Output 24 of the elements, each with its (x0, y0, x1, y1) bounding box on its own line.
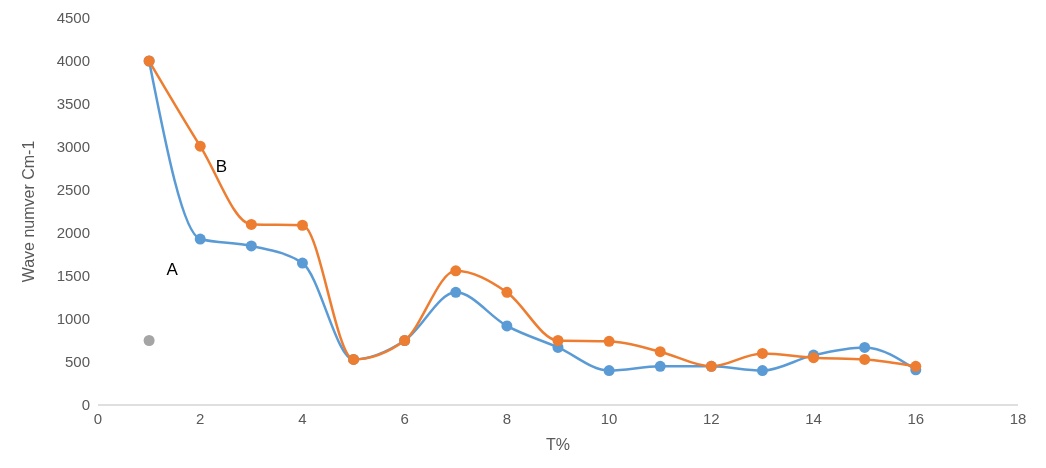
x-tick-label: 18 (1009, 409, 1027, 427)
x-tick-label: 4 (298, 409, 307, 427)
y-tick-label: 500 (64, 353, 90, 371)
x-axis-title: T% (546, 436, 570, 453)
y-tick-label: 3000 (56, 138, 90, 156)
y-tick-label: 1500 (56, 267, 90, 285)
x-tick-label: 2 (196, 409, 205, 427)
y-tick-label: 2500 (56, 181, 90, 199)
x-tick-label: 14 (805, 409, 822, 427)
y-tick-label: 3500 (56, 95, 90, 113)
y-tick-label: 2000 (56, 224, 90, 242)
x-tick-label: 10 (600, 409, 618, 427)
x-tick-label: 6 (400, 409, 409, 427)
x-tick-label: 8 (502, 409, 512, 427)
x-tick-label: 12 (702, 409, 720, 427)
series-label: A (166, 260, 179, 280)
x-tick-label: 16 (907, 409, 925, 427)
y-tick-label: 0 (81, 396, 90, 414)
y-tick-label: 4000 (56, 52, 90, 70)
x-tick-label: 0 (93, 409, 103, 427)
y-tick-label: 1000 (56, 310, 90, 328)
y-tick-label: 4500 (56, 9, 90, 27)
y-axis-title: Wave numver Cm-1 (19, 140, 37, 283)
series-label: B (215, 157, 228, 177)
